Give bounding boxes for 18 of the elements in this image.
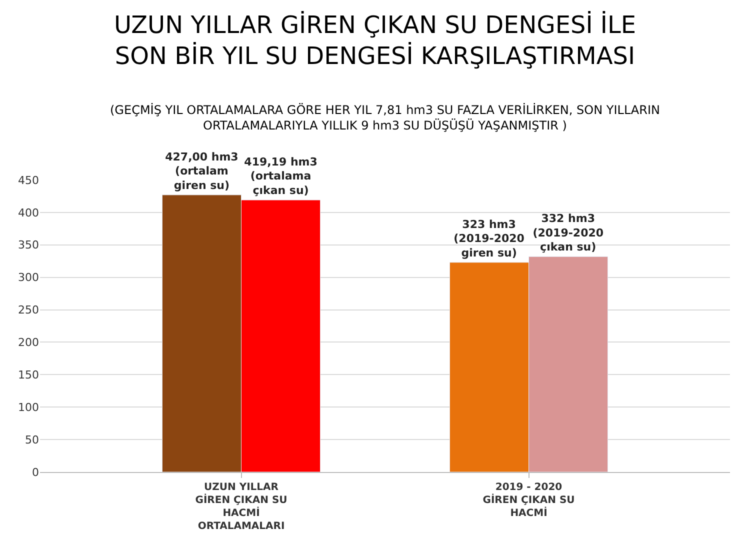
x-tick-label: UZUN YILLAR GİREN ÇIKAN SU HACMİ ORTALAMALARI — [195, 482, 288, 532]
y-tick-label: 150 — [18, 368, 39, 382]
data-label: 419,19 hm3 (ortalama çıkan su) — [244, 155, 318, 197]
data-label: 332 hm3 (2019-2020 çıkan su) — [532, 212, 604, 254]
data-label: 427,00 hm3 (ortalam giren su) — [165, 150, 238, 192]
chart-subtitle: (GEÇMİŞ YIL ORTALAMALARA GÖRE HER YIL 7,81 hm3 SU FAZLA VERİLİRKEN, SON YILLARIN ORTALAMALARIYLA YILLIK 9 hm3 SU DÜŞÜŞÜ YAŞANMIŞTIR ) — [110, 103, 660, 133]
x-tick-label: 2019 - 2020 GİREN ÇIKAN SU HACMİ — [482, 482, 575, 519]
y-tick-label: 50 — [25, 433, 39, 446]
data-label: 323 hm3 (2019-2020 giren su) — [454, 218, 525, 260]
y-tick-label: 350 — [18, 238, 39, 252]
chart-title: UZUN YILLAR GİREN ÇIKAN SU DENGESİ İLE SON BİR YIL SU DENGESİ KARŞILAŞTIRMASI — [114, 10, 636, 70]
y-tick-label: 300 — [18, 271, 39, 284]
y-tick-label: 100 — [18, 400, 39, 414]
y-tick-label: 400 — [18, 206, 39, 220]
y-tick-label: 450 — [18, 174, 39, 187]
y-tick-label: 0 — [32, 466, 39, 479]
y-tick-label: 250 — [18, 304, 39, 317]
y-tick-label: 200 — [18, 336, 39, 350]
